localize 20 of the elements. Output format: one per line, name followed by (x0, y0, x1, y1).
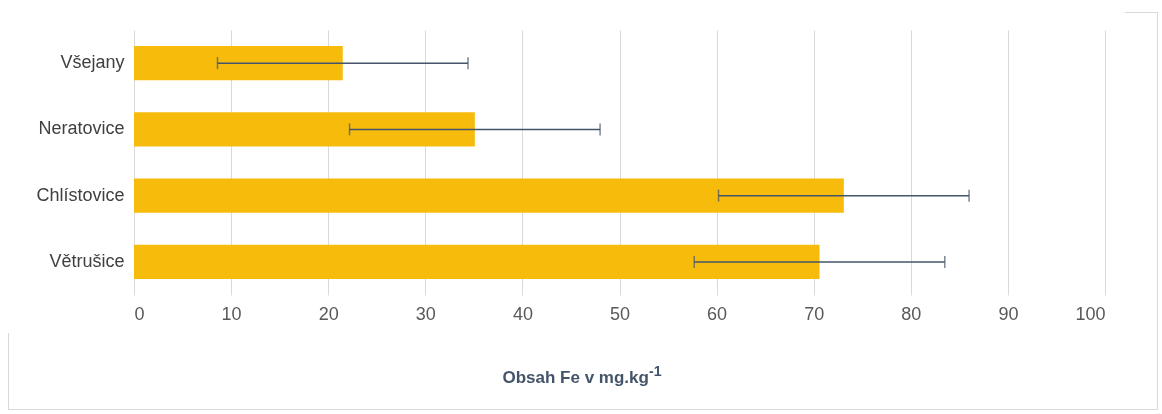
x-tick-label: 40 (512, 303, 533, 324)
x-tick-label: 70 (804, 303, 825, 324)
bar (134, 178, 844, 213)
bar (134, 45, 343, 81)
x-tick-label: 90 (998, 303, 1019, 324)
y-tick-label: Chlístovice (36, 184, 125, 205)
bar (134, 244, 820, 280)
x-tick-label: 80 (901, 303, 922, 324)
x-tick-label: 30 (415, 303, 436, 324)
y-tick-label: Neratovice (38, 118, 125, 139)
bar (134, 112, 475, 147)
x-tick-label: 10 (221, 303, 242, 324)
y-tick-label: Všejany (60, 52, 125, 73)
x-axis-title: Obsah Fe v mg.kg$^{-1}$ (501, 363, 663, 388)
x-tick-label: 100 (1075, 303, 1106, 324)
x-tick-label: 50 (609, 303, 631, 324)
y-tick-label: Větrušice (49, 250, 125, 271)
x-tick-label: 60 (707, 303, 728, 324)
x-tick-label: 20 (318, 303, 339, 324)
x-tick-label: 0 (134, 303, 145, 324)
